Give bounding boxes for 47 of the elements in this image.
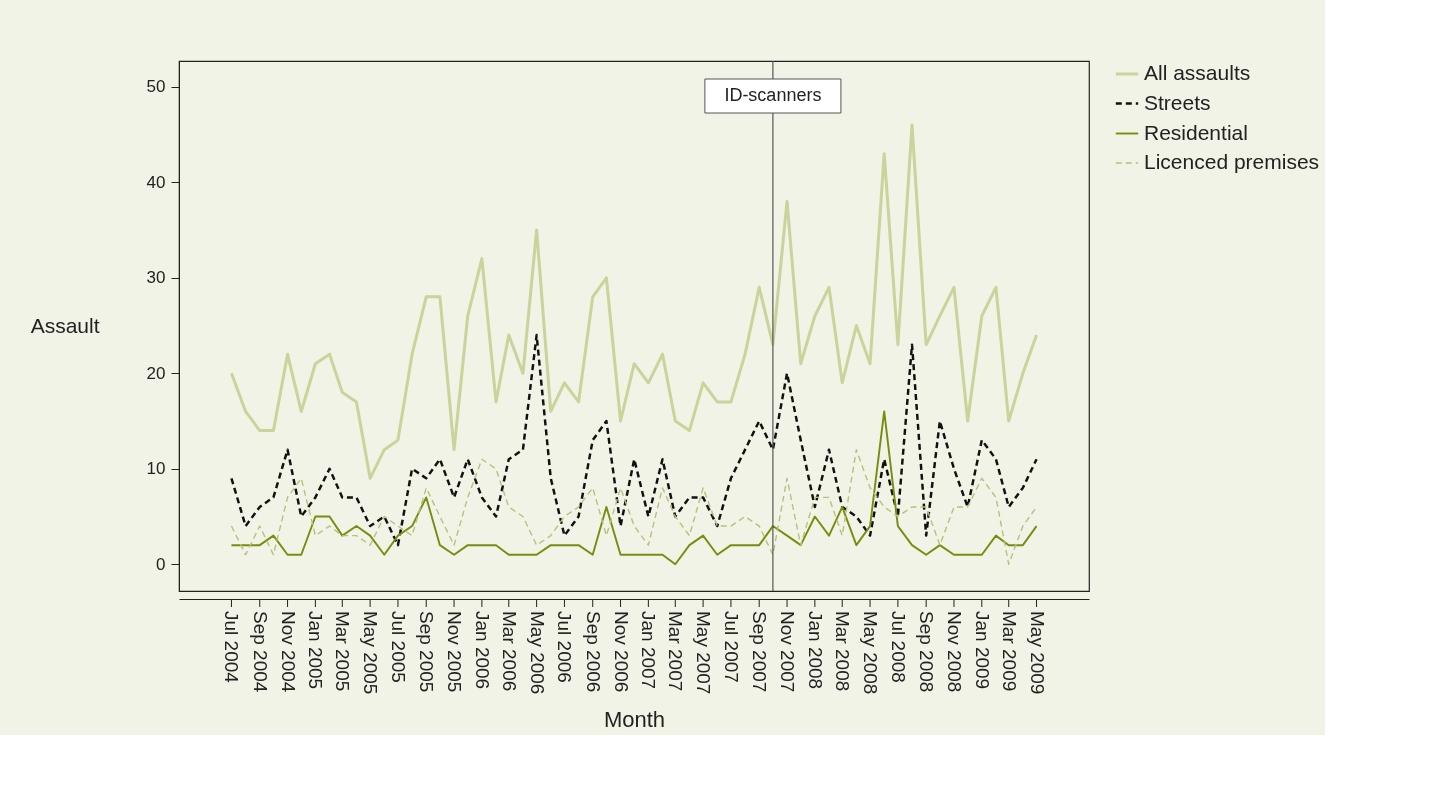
y-tick-label: 0 bbox=[156, 554, 166, 574]
legend-label: Streets bbox=[1144, 90, 1211, 114]
x-tick-label: Mar 2005 bbox=[332, 611, 354, 692]
y-tick-label: 20 bbox=[146, 363, 166, 383]
x-tick-label: Jan 2007 bbox=[638, 611, 660, 690]
x-tick-label: Jan 2006 bbox=[471, 611, 493, 690]
x-tick-label: Mar 2006 bbox=[498, 611, 520, 692]
line-series bbox=[230, 448, 1038, 565]
x-tick-label: Nov 2005 bbox=[444, 611, 466, 693]
x-tick-label: Sep 2008 bbox=[916, 611, 938, 693]
x-axis-title: Month bbox=[603, 706, 666, 732]
line-series bbox=[230, 333, 1038, 547]
x-tick-label: May 2006 bbox=[526, 611, 548, 695]
x-tick-label: Jul 2006 bbox=[554, 611, 576, 683]
y-tick-label: 10 bbox=[146, 459, 166, 479]
x-tick-label: May 2005 bbox=[360, 611, 382, 695]
y-tick-label: 40 bbox=[146, 172, 166, 192]
x-tick-label: Nov 2007 bbox=[777, 611, 799, 693]
x-tick-label: Jul 2005 bbox=[387, 611, 409, 683]
x-tick-label: Sep 2005 bbox=[416, 611, 438, 693]
x-tick-label: Jul 2004 bbox=[221, 611, 243, 684]
y-axis-title: Assault bbox=[30, 313, 100, 337]
legend-label: All assaults bbox=[1144, 61, 1251, 84]
y-tick-label: 50 bbox=[146, 77, 166, 97]
y-tick-label: 30 bbox=[146, 268, 166, 288]
line-series bbox=[230, 410, 1038, 566]
x-tick-label: Mar 2009 bbox=[998, 611, 1020, 692]
x-tick-label: Nov 2008 bbox=[943, 611, 965, 693]
ref-line-label: ID-scanners bbox=[724, 85, 822, 105]
x-tick-label: Jan 2005 bbox=[305, 611, 327, 690]
x-tick-label: May 2007 bbox=[693, 611, 715, 695]
x-tick-label: Nov 2006 bbox=[610, 611, 632, 693]
x-tick-label: Jul 2008 bbox=[887, 611, 909, 683]
line-series bbox=[229, 123, 1039, 480]
legend-label: Licenced premises bbox=[1144, 150, 1320, 173]
x-tick-label: Nov 2004 bbox=[277, 611, 299, 693]
x-tick-label: Sep 2007 bbox=[749, 611, 771, 693]
x-tick-label: Sep 2006 bbox=[582, 611, 604, 693]
x-tick-label: Jul 2007 bbox=[720, 611, 742, 683]
x-tick-label: Jan 2009 bbox=[971, 611, 993, 690]
legend-label: Residential bbox=[1144, 120, 1248, 144]
x-tick-label: Jan 2008 bbox=[804, 611, 826, 690]
x-tick-label: May 2009 bbox=[1026, 611, 1048, 695]
x-tick-label: Mar 2008 bbox=[832, 611, 854, 692]
x-tick-label: Mar 2007 bbox=[665, 611, 687, 692]
x-tick-label: May 2008 bbox=[860, 611, 882, 695]
x-tick-label: Sep 2004 bbox=[249, 611, 271, 693]
